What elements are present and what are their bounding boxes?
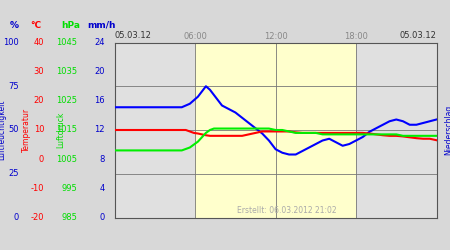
Text: Niederschlag: Niederschlag bbox=[445, 105, 450, 155]
Text: 1015: 1015 bbox=[56, 126, 77, 134]
Text: 75: 75 bbox=[8, 82, 19, 91]
Text: 20: 20 bbox=[34, 96, 44, 105]
Text: 1005: 1005 bbox=[56, 155, 77, 164]
Text: °C: °C bbox=[31, 21, 42, 30]
Text: 50: 50 bbox=[9, 126, 19, 134]
Text: 1045: 1045 bbox=[56, 38, 77, 47]
Text: 12: 12 bbox=[94, 126, 104, 134]
Text: -10: -10 bbox=[31, 184, 44, 193]
Text: 0: 0 bbox=[39, 155, 44, 164]
Text: Luftdruck: Luftdruck bbox=[56, 112, 65, 148]
Text: 1035: 1035 bbox=[56, 67, 77, 76]
Text: 24: 24 bbox=[94, 38, 104, 47]
Text: 8: 8 bbox=[99, 155, 104, 164]
Text: 05.03.12: 05.03.12 bbox=[400, 31, 436, 40]
Text: 0: 0 bbox=[99, 213, 104, 222]
Text: 985: 985 bbox=[62, 213, 77, 222]
Text: 40: 40 bbox=[34, 38, 44, 47]
Text: %: % bbox=[10, 21, 19, 30]
Text: 995: 995 bbox=[62, 184, 77, 193]
Text: hPa: hPa bbox=[61, 21, 80, 30]
Text: 20: 20 bbox=[94, 67, 104, 76]
Text: 25: 25 bbox=[9, 169, 19, 178]
Text: -20: -20 bbox=[31, 213, 44, 222]
Text: mm/h: mm/h bbox=[88, 21, 116, 30]
Text: 4: 4 bbox=[99, 184, 104, 193]
Text: 05.03.12: 05.03.12 bbox=[115, 31, 152, 40]
Bar bbox=[195, 42, 356, 218]
Text: 30: 30 bbox=[33, 67, 44, 76]
Text: Luftfeuchtigkeit: Luftfeuchtigkeit bbox=[0, 100, 7, 160]
Text: 16: 16 bbox=[94, 96, 104, 105]
Text: 0: 0 bbox=[14, 213, 19, 222]
Text: 1025: 1025 bbox=[56, 96, 77, 105]
Text: 10: 10 bbox=[34, 126, 44, 134]
Text: Temperatur: Temperatur bbox=[22, 108, 31, 152]
Text: 100: 100 bbox=[3, 38, 19, 47]
Text: Erstellt: 06.03.2012 21:02: Erstellt: 06.03.2012 21:02 bbox=[237, 206, 337, 215]
